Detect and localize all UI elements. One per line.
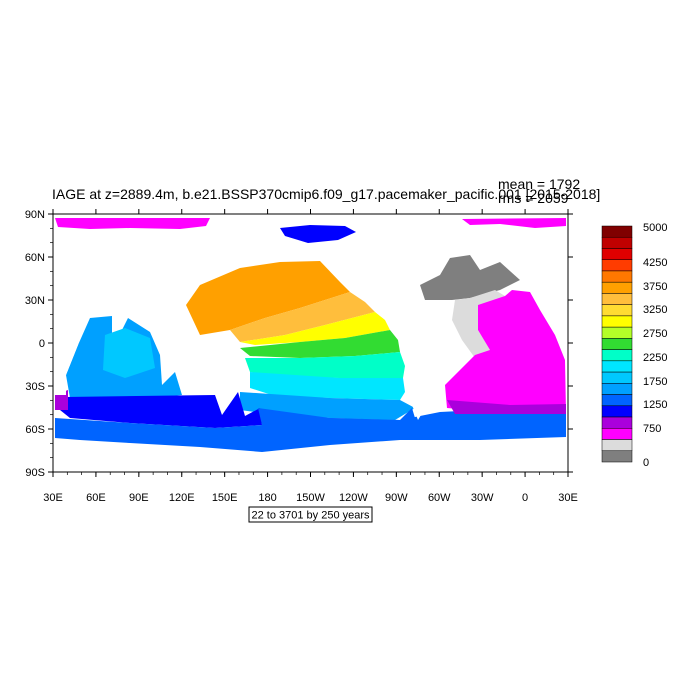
colorbar-box — [601, 394, 633, 407]
colorbar-label: 2750 — [643, 328, 667, 340]
lon-label: 120W — [339, 492, 368, 504]
colorbar-box — [601, 225, 633, 238]
lon-label: 150E — [212, 492, 238, 504]
lon-label: 30E — [43, 492, 63, 504]
colorbar-label: 3250 — [643, 304, 667, 316]
latitude-axis: 90N 60N 30N 0 30S 60S 90S — [25, 209, 573, 479]
north-pacific-orange — [186, 261, 350, 335]
southern-pacific-deep — [258, 408, 415, 425]
colorbar-label: 4250 — [643, 257, 667, 269]
tropical-cyan — [245, 352, 405, 378]
colorbar-box — [601, 416, 633, 429]
lon-label: 120E — [169, 492, 195, 504]
lon-label: 60E — [86, 492, 106, 504]
colorbar-label: 0 — [643, 457, 649, 469]
atlantic-south-purple — [447, 400, 566, 414]
colorbar-box — [601, 405, 633, 418]
north-pacific-lightorange — [230, 292, 375, 342]
south-pacific-lightblue — [250, 372, 405, 400]
arctic-band-west — [55, 218, 210, 229]
colorbar-box — [601, 450, 633, 463]
colorbar-box — [601, 304, 633, 317]
lon-label: 60W — [428, 492, 451, 504]
arctic-band-east — [462, 218, 566, 228]
colorbar-box — [601, 439, 633, 452]
colorbar-box — [601, 371, 633, 384]
southern-ocean-mid — [55, 410, 566, 452]
ocean-age-field — [53, 218, 568, 472]
colorbar-box — [601, 248, 633, 260]
colorbar-box — [601, 281, 633, 294]
north-atlantic-gray — [420, 255, 520, 300]
colorbar: 5000 4250 3750 3250 2750 2250 1750 1250 750 0 — [601, 222, 667, 469]
colorbar-label: 5000 — [643, 222, 667, 234]
lon-label: 30E — [558, 492, 578, 504]
lon-label: 30W — [471, 492, 494, 504]
colorbar-box — [601, 326, 633, 339]
africa-land — [53, 300, 90, 395]
lat-label: 90N — [25, 209, 45, 221]
lat-label: 0 — [39, 338, 45, 350]
lat-label: 90S — [25, 467, 45, 479]
indian-ocean-mid — [103, 328, 155, 378]
lat-label: 30S — [25, 381, 45, 393]
lon-label: 90E — [129, 492, 149, 504]
arctic-blue — [280, 225, 356, 243]
colorbar-box — [601, 315, 633, 328]
southern-ocean-blue — [60, 392, 262, 428]
colorbar-box — [601, 428, 633, 440]
atlantic-lightgray — [452, 290, 505, 370]
colorbar-box — [601, 338, 633, 350]
atlantic-magenta — [445, 290, 566, 412]
colorbar-box — [601, 259, 633, 272]
mean-label: mean = 1792 — [498, 176, 581, 192]
rms-label: rms = 2059 — [498, 190, 569, 206]
colorbar-box — [601, 383, 633, 395]
colorbar-label: 2250 — [643, 352, 667, 364]
longitude-axis: 30E 60E 90E 120E 150E 180 150W 120W 90W 60W 30W 0 30… — [43, 209, 578, 504]
range-label: 22 to 3701 by 250 years — [251, 510, 370, 522]
map-title: IAGE at z=2889.4m, b.e21.BSSP370cmip6.f0… — [52, 186, 601, 202]
colorbar-box — [601, 349, 633, 362]
lat-label: 60S — [25, 424, 45, 436]
colorbar-box — [601, 270, 633, 283]
lon-label: 180 — [258, 492, 276, 504]
lon-label: 90W — [385, 492, 408, 504]
colorbar-label: 1750 — [643, 376, 667, 388]
lon-label: 0 — [522, 492, 528, 504]
colorbar-box — [601, 293, 633, 305]
colorbar-box — [601, 236, 633, 249]
colorbar-box — [601, 360, 633, 373]
colorbar-label: 1250 — [643, 399, 667, 411]
lon-label: 150W — [296, 492, 325, 504]
colorbar-label: 750 — [643, 423, 661, 435]
lat-label: 60N — [25, 252, 45, 264]
south-america-land — [405, 330, 445, 420]
antarctica-land — [53, 440, 568, 472]
australia-land — [185, 348, 245, 395]
north-pacific-yellow — [240, 312, 390, 345]
colorbar-label: 3750 — [643, 281, 667, 293]
equatorial-green — [240, 330, 400, 358]
range-label-box — [248, 506, 373, 523]
lat-label: 30N — [25, 295, 45, 307]
